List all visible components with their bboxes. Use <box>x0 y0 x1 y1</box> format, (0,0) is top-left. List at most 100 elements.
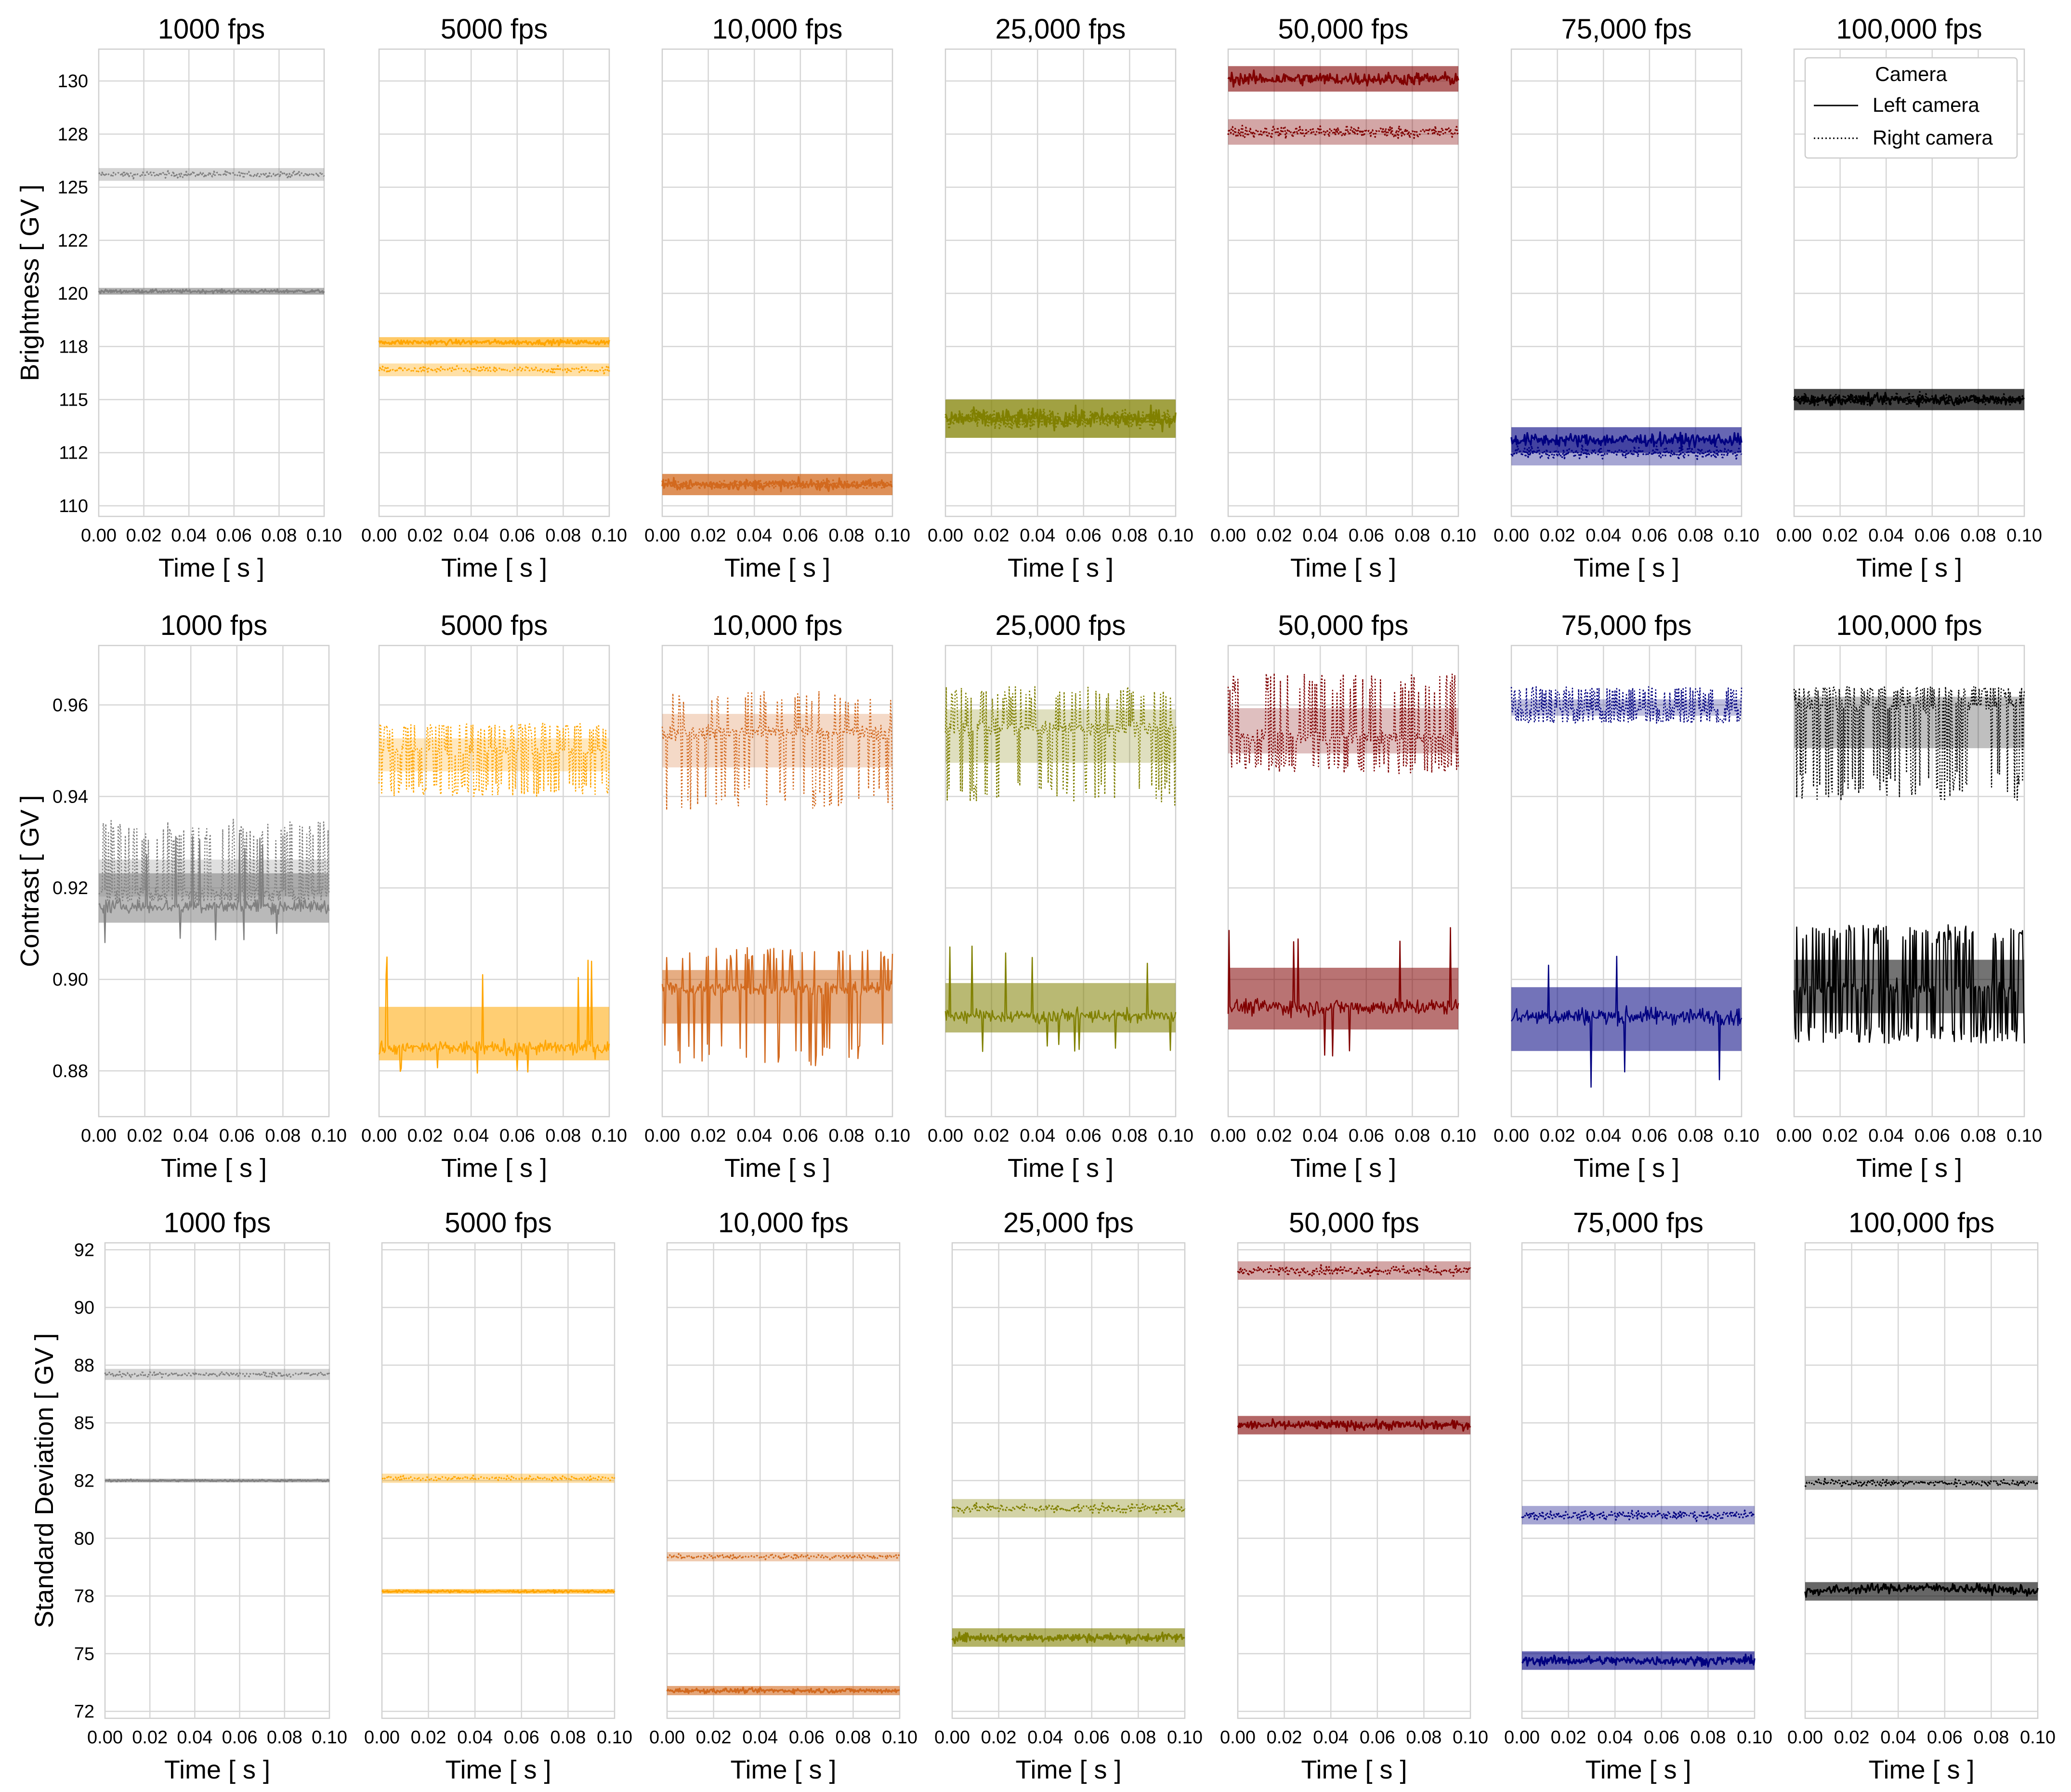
panel-brightness-50000fps: 0.00 0.02 0.04 0.06 0.08 0.10 50,000 fps Time [… <box>1210 13 1476 582</box>
series-band-left-camera <box>1805 1582 2038 1601</box>
x-tick-label: 0.06 <box>783 526 818 546</box>
x-tick-label: 0.00 <box>361 526 397 546</box>
panel-title: 1000 fps <box>164 1207 271 1239</box>
plot-frame <box>661 48 893 517</box>
series-band-left-camera <box>1522 1651 1755 1670</box>
x-tick-label: 0.10 <box>1441 526 1476 546</box>
series-right-camera <box>1227 124 1459 140</box>
x-axis-label: Time [ s ] <box>1573 553 1679 582</box>
series-band-left-camera <box>1794 960 2024 1014</box>
panel-stddev-50000fps: 0.00 0.02 0.04 0.06 0.08 0.10 50,000 fps Time [… <box>1220 1207 1488 1784</box>
x-tick-label: 0.08 <box>1678 526 1713 546</box>
panel-title: 1000 fps <box>158 13 265 45</box>
x-tick-label: 0.06 <box>219 1126 255 1146</box>
x-tick-label: 0.08 <box>1394 526 1430 546</box>
x-tick-label: 0.08 <box>1960 526 1996 546</box>
panel-stddev-75000fps: 0.00 0.02 0.04 0.06 0.08 0.10 75,000 fps Time [… <box>1504 1207 1772 1784</box>
series-right-camera <box>98 170 325 180</box>
panel-title: 25,000 fps <box>996 610 1126 641</box>
x-tick-label: 0.06 <box>222 1727 258 1748</box>
x-tick-label: 0.04 <box>1302 1126 1338 1146</box>
x-axis-label: Time [ s ] <box>161 1154 267 1183</box>
y-tick-label: 128 <box>58 124 88 145</box>
panel-title: 100,000 fps <box>1836 610 1982 641</box>
series-right-camera <box>378 723 610 797</box>
series-right-camera <box>104 1370 330 1378</box>
x-tick-label: 0.00 <box>1494 1126 1529 1146</box>
panel-title: 5000 fps <box>441 610 548 641</box>
panel-title: 10,000 fps <box>718 1207 849 1239</box>
y-tick-label: 122 <box>58 231 88 251</box>
y-tick-label: 0.94 <box>52 787 88 807</box>
series-band-right-camera <box>379 363 609 376</box>
x-tick-label: 0.08 <box>1120 1727 1156 1748</box>
x-tick-label: 0.04 <box>1020 526 1055 546</box>
x-tick-label: 0.02 <box>411 1727 446 1748</box>
x-tick-label: 0.08 <box>265 1126 301 1146</box>
panel-title: 75,000 fps <box>1573 1207 1704 1239</box>
x-tick-label: 0.06 <box>216 526 252 546</box>
x-tick-label: 0.06 <box>1632 526 1667 546</box>
x-tick-label: 0.00 <box>1504 1727 1540 1748</box>
series-band-right-camera <box>952 1499 1185 1518</box>
x-tick-label: 0.08 <box>1394 1126 1430 1146</box>
x-tick-label: 0.06 <box>499 526 535 546</box>
x-tick-label: 0.10 <box>306 526 342 546</box>
y-tick-label: 0.90 <box>52 970 88 990</box>
plot-frame <box>378 48 610 517</box>
x-axis-label: Time [ s ] <box>1585 1755 1691 1784</box>
x-tick-label: 0.02 <box>1551 1727 1586 1748</box>
x-axis-label: Time [ s ] <box>1301 1755 1407 1784</box>
x-axis-label: Time [ s ] <box>1290 553 1396 582</box>
y-axis-label: Brightness [ GV ] <box>15 184 44 381</box>
series-band-left-camera <box>99 288 324 295</box>
x-tick-label: 0.06 <box>1360 1727 1395 1748</box>
x-tick-label: 0.00 <box>934 1727 970 1748</box>
y-tick-label: 120 <box>58 284 88 304</box>
series-right-camera <box>1510 686 1743 724</box>
x-tick-label: 0.02 <box>1822 1126 1858 1146</box>
panel-title: 50,000 fps <box>1278 13 1409 45</box>
x-tick-label: 0.08 <box>545 526 581 546</box>
x-tick-label: 0.08 <box>835 1727 871 1748</box>
y-tick-label: 0.96 <box>52 695 88 715</box>
x-tick-label: 0.04 <box>1586 526 1621 546</box>
x-tick-label: 0.10 <box>1737 1727 1772 1748</box>
y-tick-label: 110 <box>59 496 88 516</box>
series-band-right-camera <box>1794 697 2024 749</box>
series-band-left-camera <box>1511 987 1742 1051</box>
series-band-right-camera <box>945 709 1176 763</box>
x-axis-label: Time [ s ] <box>1015 1755 1121 1784</box>
series-band-right-camera <box>667 1552 900 1562</box>
x-tick-label: 0.10 <box>1453 1727 1488 1748</box>
series-band-right-camera <box>1228 119 1458 145</box>
y-tick-label: 82 <box>74 1471 94 1491</box>
x-axis-label: Time [ s ] <box>724 1154 830 1183</box>
x-axis-label: Time [ s ] <box>441 553 547 582</box>
series-band-left-camera <box>662 474 892 495</box>
series-band-right-camera <box>379 738 609 772</box>
x-tick-label: 0.00 <box>1776 1126 1812 1146</box>
legend-entry-label: Left camera <box>1873 93 1979 116</box>
x-tick-label: 0.08 <box>828 1126 864 1146</box>
series-band-right-camera <box>105 1369 329 1380</box>
series-right-camera <box>1793 686 2025 802</box>
series-band-left-camera <box>945 983 1176 1033</box>
x-tick-label: 0.04 <box>1868 526 1904 546</box>
panel-title: 25,000 fps <box>996 13 1126 45</box>
y-tick-label: 90 <box>74 1298 94 1318</box>
panel-title: 100,000 fps <box>1836 13 1982 45</box>
panel-brightness-5000fps: 0.00 0.02 0.04 0.06 0.08 0.10 5000 fps Time [ s… <box>361 13 627 582</box>
plot-frame <box>944 48 1177 517</box>
series-band-right-camera <box>1522 1506 1755 1525</box>
x-tick-label: 0.08 <box>1112 526 1147 546</box>
x-tick-label: 0.02 <box>1822 526 1858 546</box>
x-tick-label: 0.10 <box>1158 526 1193 546</box>
panel-title: 5000 fps <box>445 1207 552 1239</box>
x-tick-label: 0.10 <box>311 1126 347 1146</box>
x-tick-label: 0.00 <box>81 526 117 546</box>
x-tick-label: 0.04 <box>1880 1727 1916 1748</box>
x-tick-label: 0.04 <box>1868 1126 1904 1146</box>
x-tick-label: 0.00 <box>1220 1727 1256 1748</box>
x-tick-label: 0.02 <box>126 526 162 546</box>
